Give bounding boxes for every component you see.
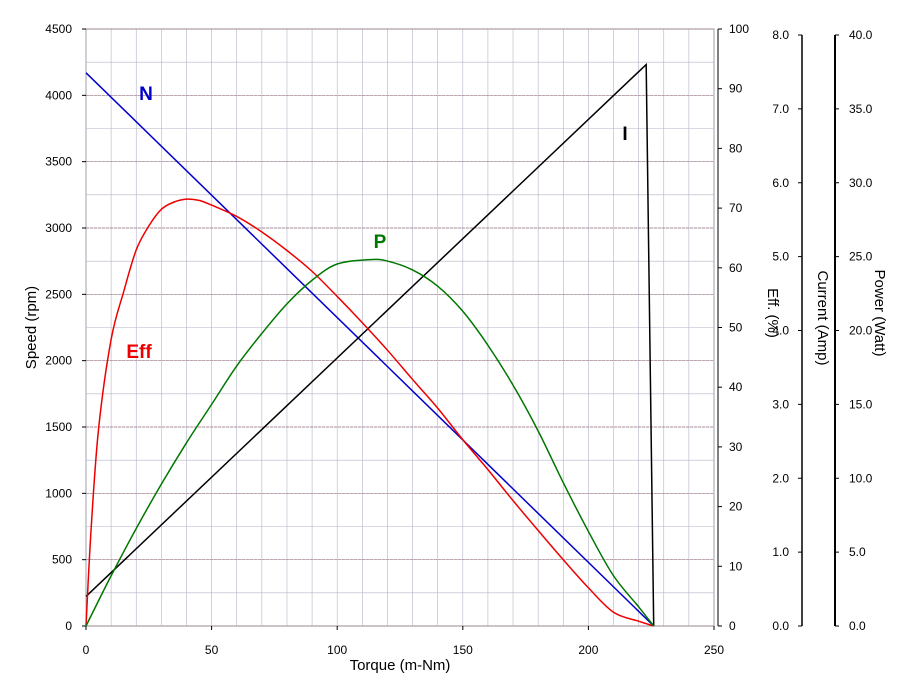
- current-tick-label: 7.0: [772, 102, 789, 116]
- current-tick-label: 2.0: [772, 471, 789, 485]
- speed-tick-label: 1000: [45, 486, 72, 500]
- plot-grid: [85, 28, 715, 627]
- speed-tick-label: 1500: [45, 420, 72, 434]
- speed-tick-label: 4500: [45, 22, 72, 36]
- eff-tick-label: 0: [729, 619, 736, 633]
- eff-tick-label: 30: [729, 440, 743, 454]
- eff-tick-label: 40: [729, 380, 743, 394]
- power-tick-label: 25.0: [849, 250, 873, 264]
- speed-tick-label: 4000: [45, 88, 72, 102]
- power-tick-label: 5.0: [849, 545, 866, 559]
- curve-label-n: N: [139, 84, 153, 105]
- x-tick-label: 200: [578, 643, 598, 657]
- current-tick-label: 5.0: [772, 250, 789, 264]
- series-line-n: [85, 72, 655, 627]
- power-axis-title: Power (Watt): [871, 270, 888, 357]
- speed-tick-label: 2000: [45, 354, 72, 368]
- x-tick-label: 50: [205, 643, 219, 657]
- current-tick-label: 6.0: [772, 176, 789, 190]
- power-tick-label: 20.0: [849, 324, 873, 338]
- eff-tick-label: 70: [729, 201, 743, 215]
- series-line-i: [85, 62, 655, 627]
- power-tick-label: 30.0: [849, 176, 873, 190]
- eff-tick-label: 50: [729, 321, 743, 335]
- x-tick-label: 100: [327, 643, 347, 657]
- current-tick-label: 0.0: [772, 619, 789, 633]
- power-tick-label: 40.0: [849, 28, 873, 42]
- current-tick-label: 8.0: [772, 28, 789, 42]
- x-tick-label: 250: [704, 643, 724, 657]
- series-layer: [85, 62, 655, 627]
- curve-label-i: I: [622, 124, 627, 145]
- eff-tick-label: 20: [729, 500, 743, 514]
- power-tick-label: 0.0: [849, 619, 866, 633]
- eff-tick-label: 100: [729, 22, 749, 36]
- speed-tick-label: 2500: [45, 287, 72, 301]
- current-axis-title: Current (Amp): [814, 270, 831, 365]
- x-tick-label: 0: [83, 643, 90, 657]
- power-tick-label: 15.0: [849, 397, 873, 411]
- speed-tick-label: 500: [52, 553, 72, 567]
- speed-tick-label: 0: [65, 619, 72, 633]
- x-axis-title: Torque (m-Nm): [350, 657, 451, 674]
- series-line-eff: [85, 198, 654, 627]
- labels-layer: N Eff P I: [126, 84, 627, 363]
- power-tick-label: 10.0: [849, 471, 873, 485]
- eff-tick-label: 90: [729, 82, 743, 96]
- power-tick-label: 35.0: [849, 102, 873, 116]
- eff-tick-label: 10: [729, 559, 743, 573]
- speed-axis-title: Speed (rpm): [23, 286, 40, 369]
- eff-tick-label: 80: [729, 141, 743, 155]
- curve-label-p: P: [374, 232, 387, 253]
- eff-tick-label: 60: [729, 261, 743, 275]
- current-tick-label: 3.0: [772, 397, 789, 411]
- current-tick-label: 1.0: [772, 545, 789, 559]
- speed-tick-label: 3500: [45, 155, 72, 169]
- series-line-p: [85, 258, 655, 627]
- eff-axis-title: Eff. (%): [764, 288, 781, 338]
- current-tick-label: 4.0: [772, 324, 789, 338]
- x-tick-label: 150: [453, 643, 473, 657]
- curve-label-eff: Eff: [126, 342, 152, 363]
- speed-tick-label: 3000: [45, 221, 72, 235]
